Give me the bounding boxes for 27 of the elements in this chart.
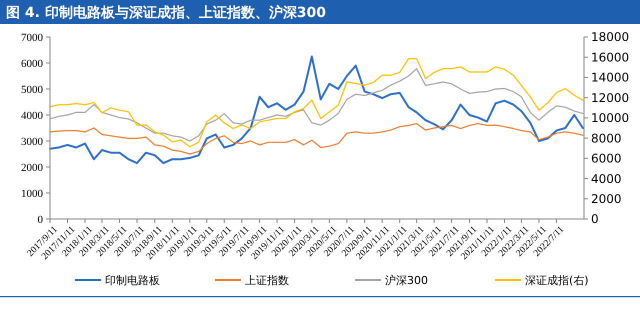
legend-label: 上证指数 bbox=[245, 274, 289, 287]
y2-tick-label: 2000 bbox=[591, 192, 622, 206]
legend-label: 深证成指(右) bbox=[525, 274, 589, 287]
y-tick-label: 2000 bbox=[21, 162, 44, 174]
line-series bbox=[49, 68, 584, 142]
y-tick-label: 1000 bbox=[21, 188, 44, 200]
y2-tick-label: 16000 bbox=[591, 50, 630, 64]
y-tick-label: 6000 bbox=[21, 58, 44, 70]
line-series bbox=[49, 56, 584, 164]
y-tick-label: 5000 bbox=[21, 84, 44, 96]
line-series bbox=[49, 122, 584, 155]
y2-tick-label: 12000 bbox=[591, 90, 630, 105]
y2-tick-label: 14000 bbox=[591, 70, 630, 85]
y-tick-label: 7000 bbox=[21, 32, 44, 44]
y2-tick-label: 8000 bbox=[591, 131, 622, 146]
line-series bbox=[49, 58, 584, 148]
y-tick-label: 3000 bbox=[21, 136, 44, 148]
legend-label: 沪深300 bbox=[385, 274, 428, 287]
y2-tick-label: 18000 bbox=[591, 30, 630, 44]
y-tick-label: 0 bbox=[38, 214, 44, 226]
y2-tick-label: 6000 bbox=[591, 152, 622, 166]
y2-tick-label: 10000 bbox=[591, 111, 630, 126]
y2-tick-label: 0 bbox=[591, 212, 599, 226]
y-tick-label: 4000 bbox=[21, 110, 44, 122]
y2-tick-label: 4000 bbox=[591, 172, 622, 186]
legend-label: 印制电路板 bbox=[105, 274, 160, 287]
chart-title: 图 4. 印制电路板与深证成指、上证指数、沪深300 bbox=[6, 4, 326, 21]
